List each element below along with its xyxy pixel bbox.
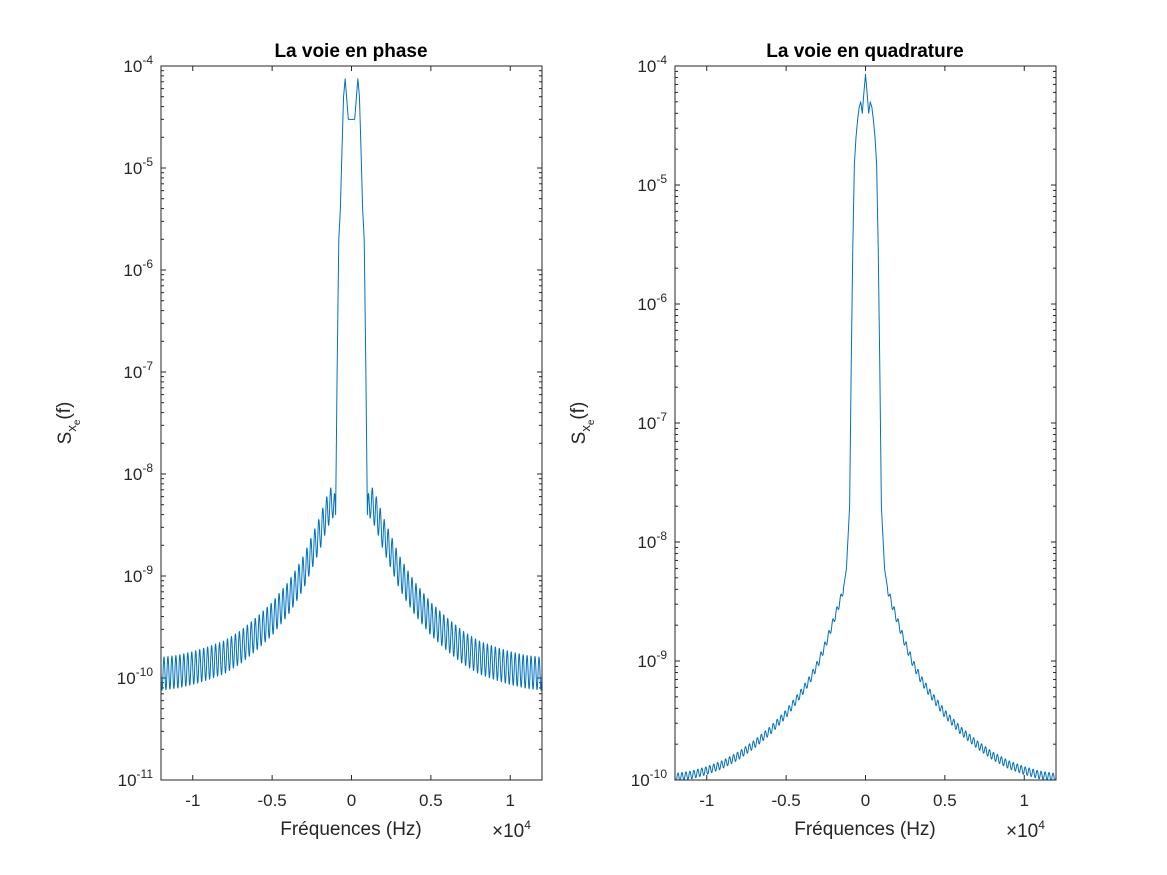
subplot-quadrature: La voie en quadrature -1 -0.5 0 0.5 1 10-101… xyxy=(568,41,1057,842)
y-label-main: S xyxy=(569,432,590,445)
y-tick-label: 10-5 xyxy=(123,155,153,178)
y-tick-label: 10-8 xyxy=(637,529,667,552)
x-tick-label: 0 xyxy=(347,791,356,810)
y-tick-label: 10-9 xyxy=(123,563,153,586)
y-tick-label: 10-7 xyxy=(123,359,153,382)
x-tick-label: 0.5 xyxy=(419,791,443,810)
y-label-tail: (f) xyxy=(54,402,75,420)
x-tick-labels: -1 -0.5 0 0.5 1 xyxy=(699,791,1029,810)
x-exponent-label: ×104 xyxy=(492,818,531,842)
x-tick-label: -1 xyxy=(699,791,714,810)
x-tick-label: 1 xyxy=(506,791,515,810)
y-tick-label: 10-10 xyxy=(631,767,668,790)
y-label-main: S xyxy=(55,432,76,445)
x-axis-label: Fréquences (Hz) xyxy=(280,819,422,840)
x-tick-label: -1 xyxy=(185,791,200,810)
x-tick-labels: -1 -0.5 0 0.5 1 xyxy=(185,791,515,810)
series-line xyxy=(160,78,543,691)
y-tick-label: 10-5 xyxy=(637,172,667,195)
svg-text:Sxe(f): Sxe(f) xyxy=(54,402,83,445)
x-tick-label: -0.5 xyxy=(771,791,800,810)
x-exponent-base: ×10 xyxy=(1006,821,1038,842)
x-exponent-power: 4 xyxy=(524,818,531,832)
y-tick-label: 10-11 xyxy=(118,767,154,790)
x-axis-label: Fréquences (Hz) xyxy=(794,819,936,840)
y-label-tail: (f) xyxy=(568,402,589,420)
subplot-in-phase: La voie en phase -1 -0.5 0 0.5 1 10-1110-101… xyxy=(54,41,543,842)
y-tick-label: 10-6 xyxy=(123,257,153,280)
x-tick-label: 0 xyxy=(861,791,870,810)
tick-marks xyxy=(675,65,1056,781)
y-tick-label: 10-6 xyxy=(637,291,667,314)
y-tick-label: 10-8 xyxy=(123,461,153,484)
x-exponent-power: 4 xyxy=(1038,818,1045,832)
y-tick-label: 10-10 xyxy=(117,665,154,688)
y-label-subsub: e xyxy=(72,419,83,425)
svg-text:Sxe(f): Sxe(f) xyxy=(568,402,597,445)
y-tick-label: 10-4 xyxy=(123,53,153,76)
x-exponent-label: ×104 xyxy=(1006,818,1045,842)
x-tick-label: -0.5 xyxy=(257,791,286,810)
y-tick-label: 10-4 xyxy=(637,53,667,76)
y-tick-label: 10-9 xyxy=(637,648,667,671)
x-tick-label: 1 xyxy=(1020,791,1029,810)
y-axis-label: Sxe(f) xyxy=(568,402,597,445)
series-line xyxy=(674,73,1057,781)
y-label-sub: x xyxy=(578,425,593,432)
x-exponent-base: ×10 xyxy=(492,821,524,842)
x-tick-label: 0.5 xyxy=(933,791,957,810)
subplot-title: La voie en quadrature xyxy=(766,41,963,62)
y-label-sub: x xyxy=(64,425,79,432)
subplot-title: La voie en phase xyxy=(274,41,427,62)
y-label-subsub: e xyxy=(586,419,597,425)
y-tick-label: 10-7 xyxy=(637,410,667,433)
y-tick-labels: 10-10 10-9 10-8 10-7 10-6 10-5 10-4 xyxy=(631,53,668,790)
axes-frame xyxy=(160,65,543,781)
y-tick-labels: 10-11 10-10 10-9 10-8 10-7 10-6 10-5 10-4 xyxy=(117,53,154,790)
axes-frame xyxy=(674,65,1057,781)
y-axis-label: Sxe(f) xyxy=(54,402,83,445)
